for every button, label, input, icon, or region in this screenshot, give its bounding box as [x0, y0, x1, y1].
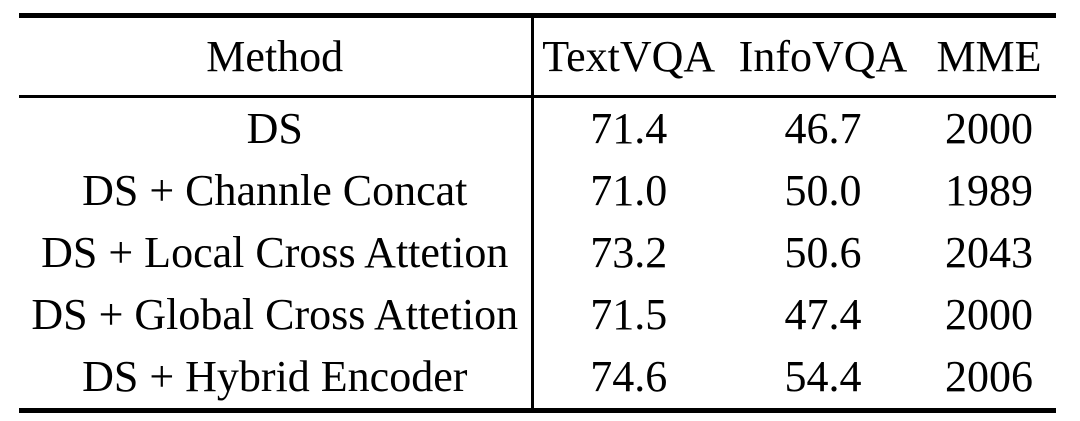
table-row: DS + Hybrid Encoder 74.6 54.4 2006 — [19, 346, 1056, 411]
results-table: Method TextVQA InfoVQA MME DS 71.4 46.7 … — [19, 13, 1056, 413]
cell-mme: 1989 — [945, 166, 1033, 215]
cell-method: DS + Global Cross Attetion — [19, 284, 534, 346]
cell-textvqa: 71.0 — [590, 166, 668, 215]
cell-mme: 2000 — [945, 290, 1033, 339]
cell-textvqa: 71.5 — [590, 290, 668, 339]
cell-method: DS — [19, 96, 534, 160]
cell-textvqa: 73.2 — [590, 228, 668, 277]
cell-textvqa: 71.4 — [590, 104, 668, 153]
table-row: DS + Global Cross Attetion 71.5 47.4 200… — [19, 284, 1056, 346]
cell-infovqa: 54.4 — [784, 352, 862, 401]
cell-mme: 2000 — [945, 104, 1033, 153]
col-header-method: Method — [19, 15, 534, 98]
cell-textvqa: 74.6 — [590, 352, 668, 401]
cell-infovqa: 50.0 — [784, 166, 862, 215]
col-header-mme: MME — [922, 15, 1056, 98]
header-row: Method TextVQA InfoVQA MME — [19, 15, 1056, 98]
table-row: DS + Channle Concat 71.0 50.0 1989 — [19, 160, 1056, 222]
cell-method: DS + Hybrid Encoder — [19, 346, 534, 411]
cell-mme: 2043 — [945, 228, 1033, 277]
cell-infovqa: 47.4 — [784, 290, 862, 339]
col-header-infovqa: InfoVQA — [724, 15, 922, 98]
col-header-textvqa: TextVQA — [532, 15, 724, 98]
cell-infovqa: 46.7 — [784, 104, 862, 153]
table-row: DS 71.4 46.7 2000 — [19, 96, 1056, 160]
table-header: Method TextVQA InfoVQA MME — [19, 15, 1056, 98]
cell-mme: 2006 — [945, 352, 1033, 401]
table-body: DS 71.4 46.7 2000 DS + Channle Concat 71… — [19, 96, 1056, 411]
cell-method: DS + Local Cross Attetion — [19, 222, 534, 284]
table-row: DS + Local Cross Attetion 73.2 50.6 2043 — [19, 222, 1056, 284]
cell-method: DS + Channle Concat — [19, 160, 534, 222]
cell-infovqa: 50.6 — [784, 228, 862, 277]
